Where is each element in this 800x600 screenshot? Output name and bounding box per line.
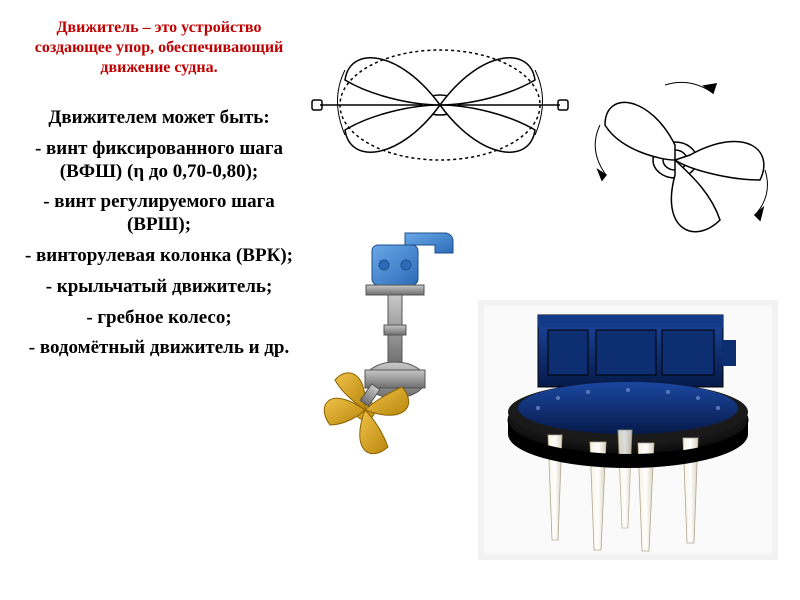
- list-item: - водомётный движитель и др.: [24, 337, 294, 360]
- list-item: - винторулевая колонка (ВРК);: [24, 245, 294, 268]
- propeller-variable-pitch-figure: [580, 70, 780, 250]
- azimuth-thruster-figure: [310, 225, 470, 465]
- list-item: - гребное колесо;: [24, 307, 294, 330]
- text-column: Движитель – это устройство создающее упо…: [24, 18, 294, 368]
- propeller-fixed-pitch-figure: [310, 10, 570, 200]
- title: Движитель – это устройство создающее упо…: [24, 18, 294, 78]
- list-item: - винт фиксированного шага (ВФШ) (η до 0…: [24, 138, 294, 184]
- subtitle: Движителем может быть:: [24, 106, 294, 130]
- list-item: - крыльчатый движитель;: [24, 276, 294, 299]
- cycloidal-propulsor-figure: [478, 300, 778, 560]
- list-item: - винт регулируемого шага (ВРШ);: [24, 191, 294, 237]
